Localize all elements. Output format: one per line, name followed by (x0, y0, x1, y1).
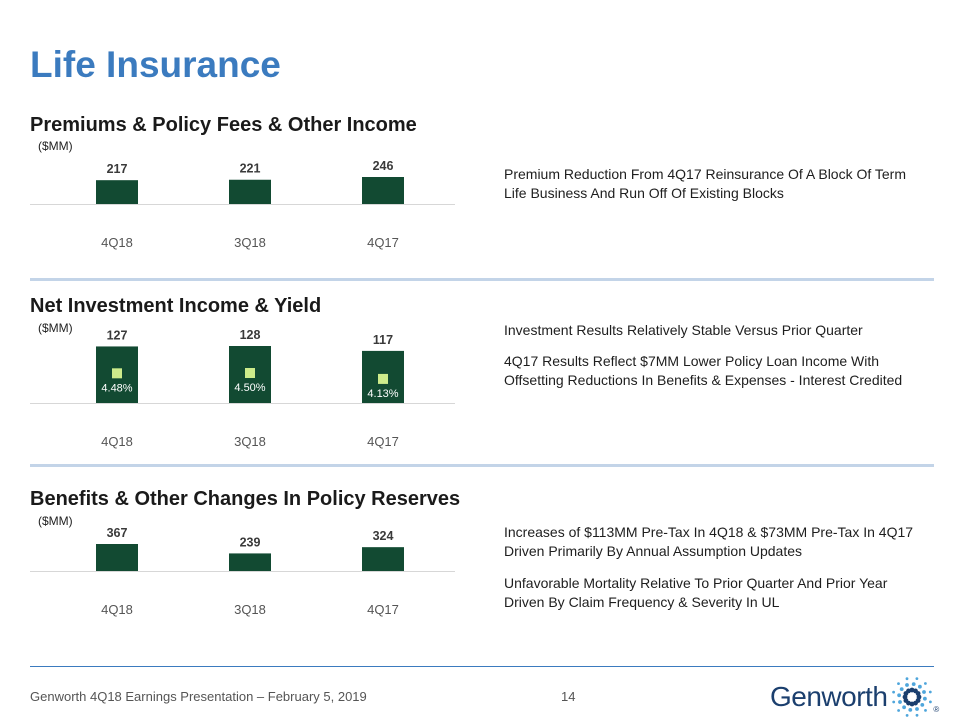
section-divider (30, 278, 934, 281)
bar-4q17 (362, 547, 404, 571)
data-label: 127 (107, 328, 128, 342)
yield-marker (378, 373, 388, 384)
logo-dot (915, 677, 919, 680)
bar-4q17 (362, 177, 404, 204)
premiums-unit-label: ($MM) (38, 139, 73, 153)
nii-note-1: Investment Results Relatively Stable Ver… (504, 322, 863, 338)
yield-marker (245, 368, 255, 378)
page-number: 14 (561, 689, 576, 704)
logo-dot (916, 713, 919, 717)
registered-mark: ® (933, 705, 940, 714)
premiums-section-title: Premiums & Policy Fees & Other Income (30, 114, 417, 136)
logo-dot (905, 683, 910, 687)
category-label: 4Q18 (101, 235, 133, 250)
logo-dot (918, 684, 923, 689)
yield-label: 4.13% (367, 388, 398, 400)
benefits-note-1: Increases of $113MM Pre-Tax In 4Q18 & $7… (504, 524, 914, 559)
data-label: 117 (373, 333, 393, 347)
logo-dot (920, 703, 925, 707)
logo-dot (924, 682, 928, 685)
benefits-unit-label: ($MM) (38, 514, 73, 528)
bar-4q18 (96, 180, 138, 204)
logo-dot (924, 709, 928, 712)
nii-unit-label: ($MM) (38, 321, 73, 335)
bar-3q18 (229, 179, 271, 204)
yield-label: 4.48% (101, 382, 132, 394)
benefits-chart: 367 4Q18 239 3Q18 324 4Q17 (30, 526, 455, 617)
starburst-logo-icon (892, 677, 933, 717)
genworth-logo: Genworth ® (770, 676, 939, 718)
logo-dot (902, 705, 907, 710)
logo-dot (915, 707, 920, 711)
data-label: 217 (107, 162, 128, 176)
category-label: 3Q18 (234, 235, 266, 250)
bar-3q18 (229, 553, 271, 571)
data-label: 246 (373, 159, 394, 173)
logo-dot (897, 709, 901, 712)
category-label: 4Q17 (367, 602, 399, 617)
nii-chart: 127 4Q18 128 3Q18 117 4Q17 4.48% 4.50% 4.13% (30, 328, 455, 449)
data-label: 324 (373, 529, 394, 543)
logo-dot (897, 693, 902, 698)
data-label: 239 (240, 535, 261, 549)
premiums-note: Premium Reduction From 4Q17 Reinsurance … (504, 166, 907, 201)
category-label: 4Q18 (101, 602, 133, 617)
footer-divider (30, 666, 934, 667)
category-label: 4Q17 (367, 434, 399, 449)
data-label: 221 (240, 162, 261, 176)
category-label: 4Q18 (101, 434, 133, 449)
bar-4q18 (96, 544, 138, 571)
logo-dot (929, 690, 933, 694)
logo-dot (916, 691, 921, 696)
category-label: 4Q17 (367, 235, 399, 250)
logo-dot (892, 690, 896, 694)
logo-dot (912, 682, 917, 686)
page-title: Life Insurance (30, 44, 281, 85)
premiums-chart: 217 4Q18 221 3Q18 246 4Q17 (30, 159, 455, 250)
logo-dot (906, 714, 909, 717)
benefits-section-title: Benefits & Other Changes In Policy Reser… (30, 488, 461, 510)
logo-dot (898, 700, 903, 704)
logo-dot (906, 677, 909, 681)
logo-dot (922, 690, 927, 694)
yield-marker (112, 368, 122, 379)
nii-section-title: Net Investment Income & Yield (30, 295, 322, 317)
logo-dot (923, 696, 928, 701)
category-label: 3Q18 (234, 602, 266, 617)
logo-dot (900, 687, 905, 691)
benefits-note-2: Unfavorable Mortality Relative To Prior … (504, 575, 888, 610)
logo-wordmark: Genworth (770, 681, 888, 712)
section-divider (30, 464, 934, 467)
category-label: 3Q18 (234, 434, 266, 449)
logo-dot (908, 708, 913, 712)
yield-label: 4.50% (234, 382, 265, 394)
footer-text: Genworth 4Q18 Earnings Presentation – Fe… (30, 689, 367, 704)
logo-dot (892, 700, 896, 704)
data-label: 128 (240, 328, 261, 342)
logo-dot (929, 700, 933, 704)
data-label: 367 (107, 526, 128, 540)
nii-note-2: 4Q17 Results Reflect $7MM Lower Policy L… (504, 353, 903, 388)
logo-dot (897, 682, 901, 685)
